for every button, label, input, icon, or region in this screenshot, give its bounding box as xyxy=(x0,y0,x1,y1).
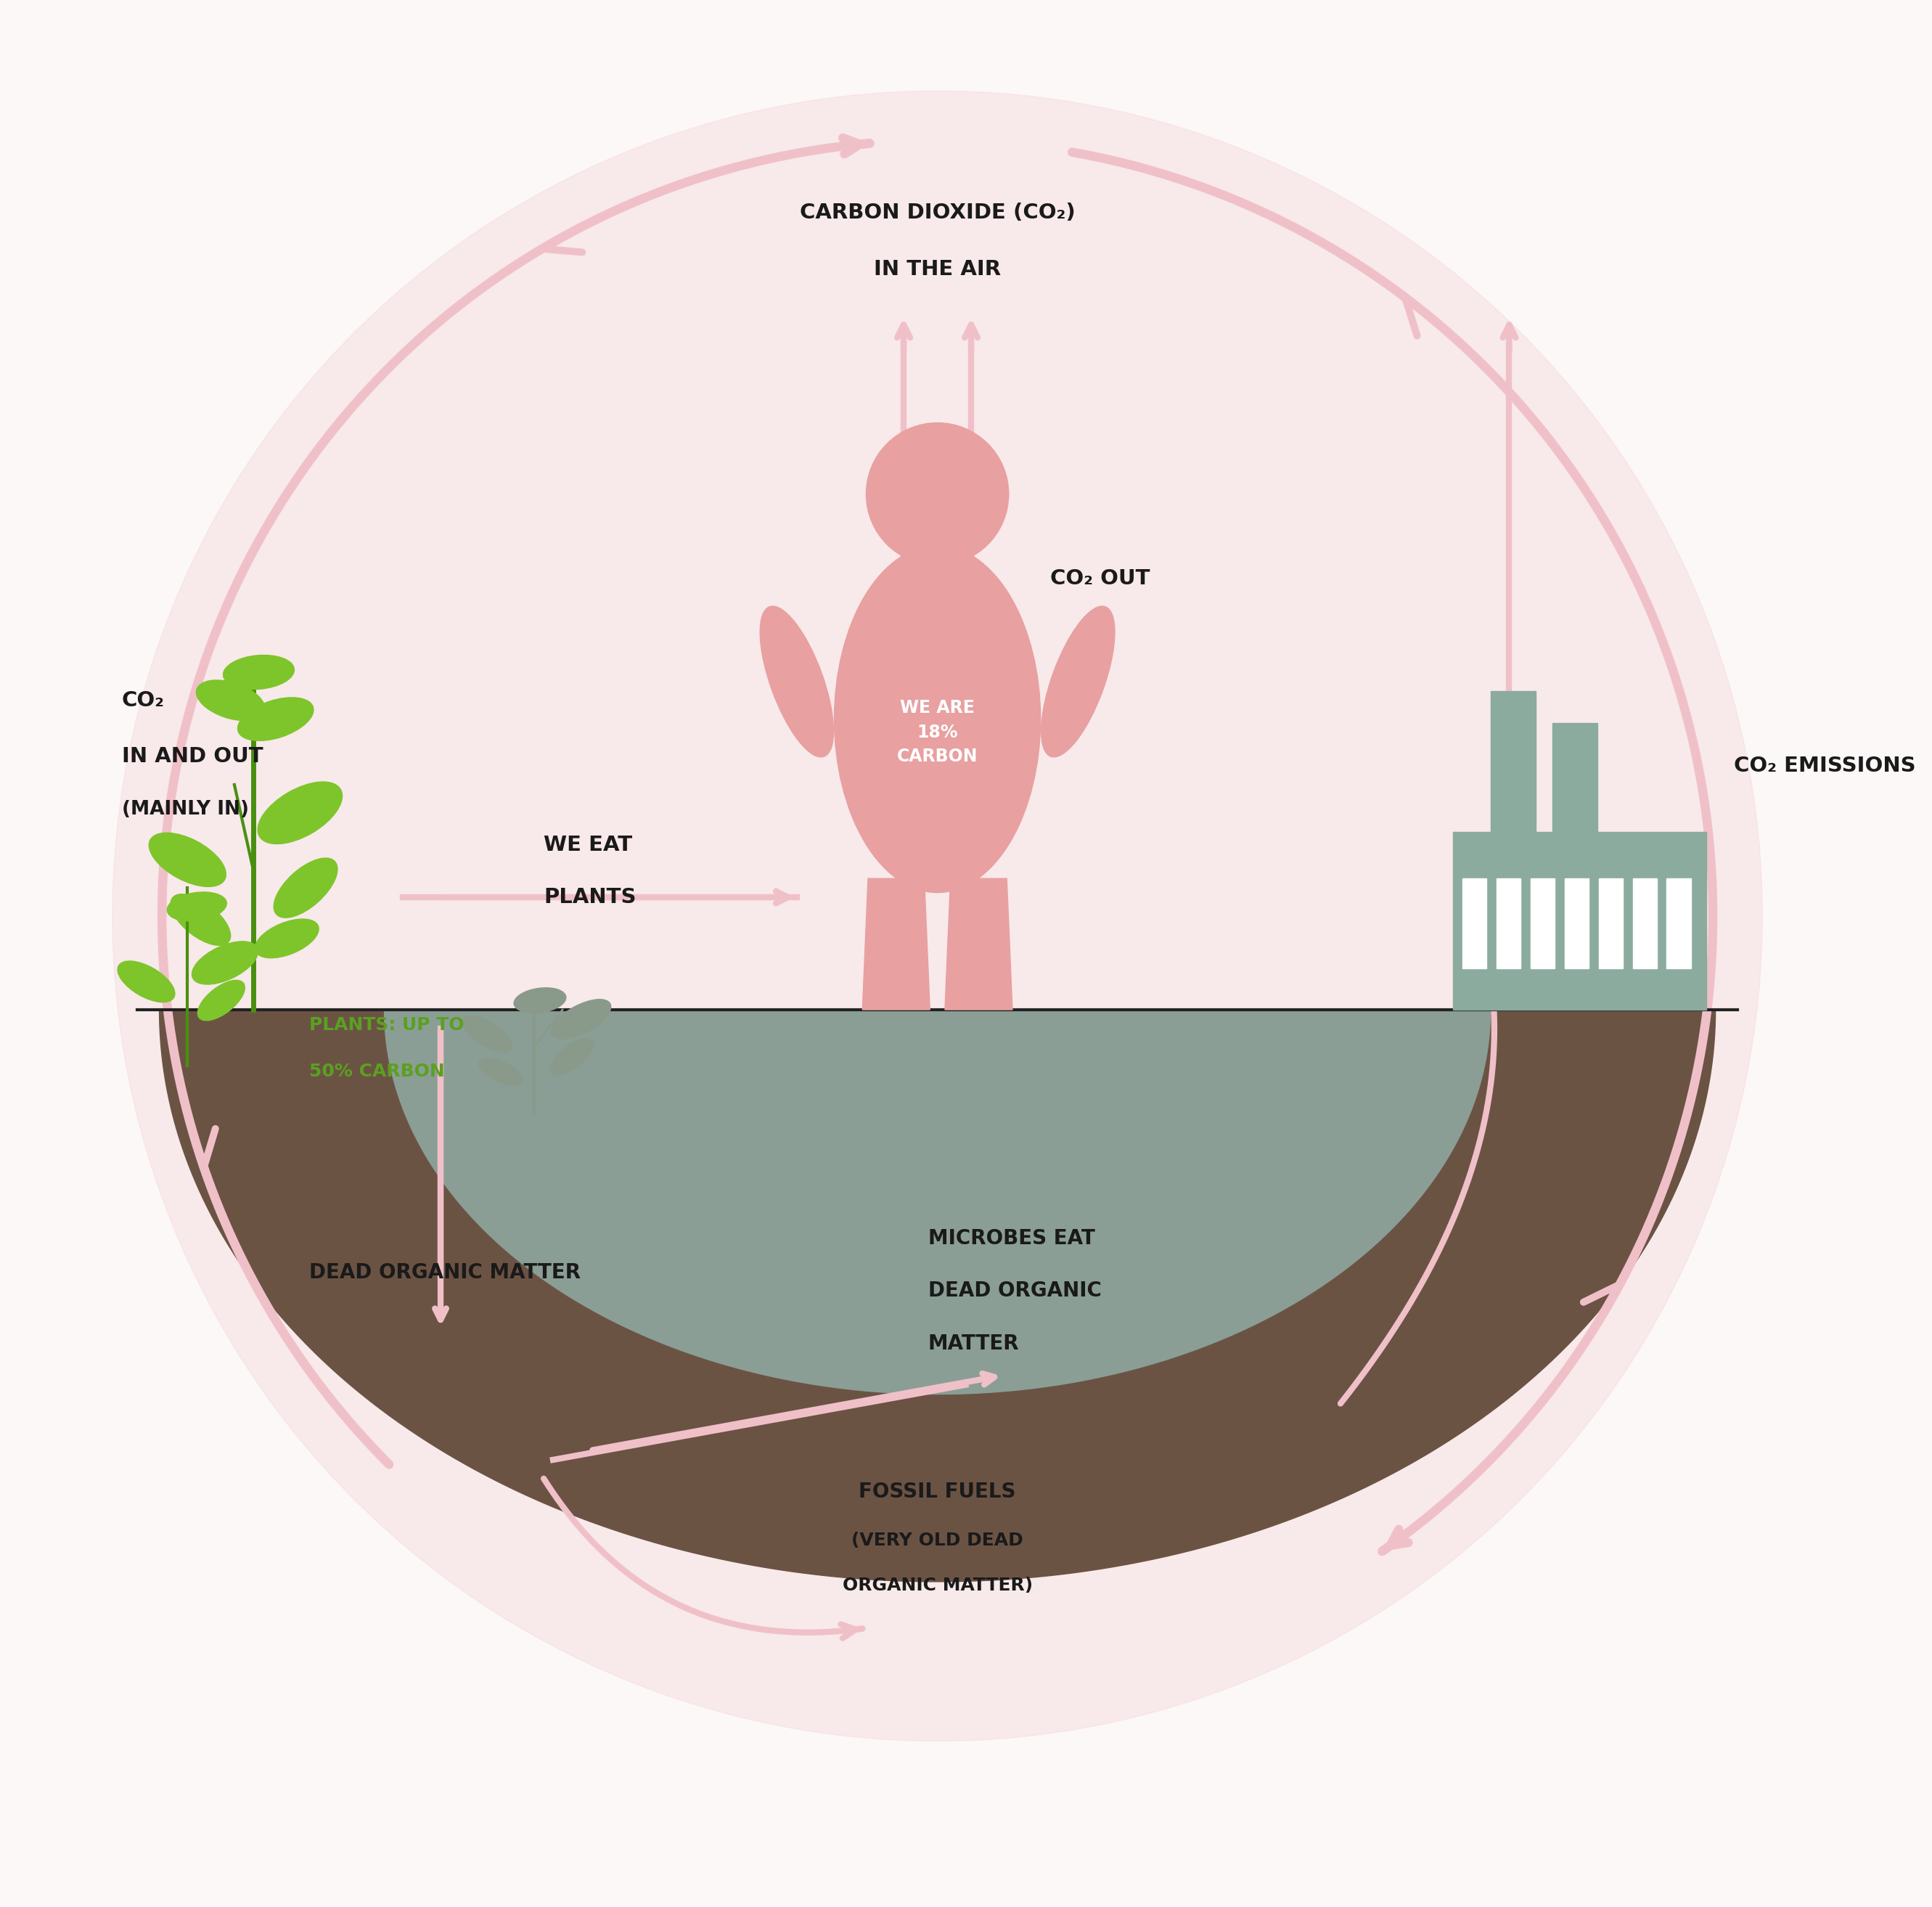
Text: IN AND OUT: IN AND OUT xyxy=(122,746,263,767)
Text: PLANTS: UP TO: PLANTS: UP TO xyxy=(309,1016,464,1034)
Polygon shape xyxy=(945,879,1012,1009)
FancyBboxPatch shape xyxy=(1530,879,1555,969)
Ellipse shape xyxy=(274,858,338,917)
Ellipse shape xyxy=(479,1058,522,1085)
Text: DEAD ORGANIC MATTER: DEAD ORGANIC MATTER xyxy=(309,1262,582,1282)
Ellipse shape xyxy=(197,980,245,1020)
Text: PLANTS: PLANTS xyxy=(543,887,636,908)
Ellipse shape xyxy=(197,681,265,721)
FancyBboxPatch shape xyxy=(1551,723,1598,831)
Text: CO₂: CO₂ xyxy=(122,690,164,711)
Ellipse shape xyxy=(170,894,230,946)
Ellipse shape xyxy=(835,545,1041,892)
Ellipse shape xyxy=(514,988,566,1013)
FancyBboxPatch shape xyxy=(1463,879,1488,969)
Text: (VERY OLD DEAD: (VERY OLD DEAD xyxy=(852,1531,1024,1548)
Text: WE EAT: WE EAT xyxy=(543,835,632,854)
Text: ORGANIC MATTER): ORGANIC MATTER) xyxy=(842,1577,1032,1594)
Ellipse shape xyxy=(255,919,319,957)
FancyBboxPatch shape xyxy=(1633,879,1658,969)
Text: FOSSIL FUELS: FOSSIL FUELS xyxy=(860,1482,1016,1503)
Ellipse shape xyxy=(238,698,313,740)
Polygon shape xyxy=(862,879,929,1009)
Circle shape xyxy=(112,92,1762,1741)
Text: MICROBES EAT: MICROBES EAT xyxy=(927,1228,1095,1249)
Ellipse shape xyxy=(257,782,342,845)
Text: (MAINLY IN): (MAINLY IN) xyxy=(122,799,249,818)
Text: CO₂ EMISSIONS: CO₂ EMISSIONS xyxy=(1735,755,1917,776)
Ellipse shape xyxy=(464,1016,512,1053)
Ellipse shape xyxy=(551,1037,593,1076)
FancyBboxPatch shape xyxy=(1490,690,1536,831)
Ellipse shape xyxy=(166,892,226,921)
Text: 50% CARBON: 50% CARBON xyxy=(309,1062,444,1081)
Ellipse shape xyxy=(118,961,174,1003)
Text: DEAD ORGANIC: DEAD ORGANIC xyxy=(927,1282,1101,1301)
Ellipse shape xyxy=(191,942,259,984)
Text: WE ARE
18%
CARBON: WE ARE 18% CARBON xyxy=(896,700,978,765)
Ellipse shape xyxy=(224,656,294,688)
FancyBboxPatch shape xyxy=(1667,879,1690,969)
Text: CARBON DIOXIDE (CO₂): CARBON DIOXIDE (CO₂) xyxy=(800,202,1076,223)
FancyBboxPatch shape xyxy=(1497,879,1520,969)
FancyBboxPatch shape xyxy=(1453,831,1706,1009)
Polygon shape xyxy=(384,1009,1490,1394)
Text: IN THE AIR: IN THE AIR xyxy=(873,259,1001,278)
Polygon shape xyxy=(158,1009,1716,1581)
Ellipse shape xyxy=(1041,606,1115,757)
Text: MATTER: MATTER xyxy=(927,1333,1020,1354)
FancyBboxPatch shape xyxy=(1565,879,1588,969)
Ellipse shape xyxy=(149,833,226,887)
Circle shape xyxy=(866,423,1009,564)
Ellipse shape xyxy=(551,999,611,1039)
FancyBboxPatch shape xyxy=(904,526,972,593)
Ellipse shape xyxy=(759,606,833,757)
Text: CO₂ OUT: CO₂ OUT xyxy=(1049,568,1150,589)
FancyBboxPatch shape xyxy=(1598,879,1623,969)
